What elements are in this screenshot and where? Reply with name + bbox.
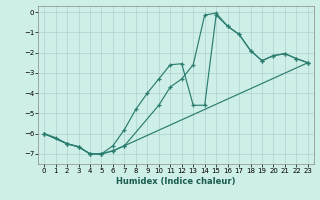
X-axis label: Humidex (Indice chaleur): Humidex (Indice chaleur) (116, 177, 236, 186)
